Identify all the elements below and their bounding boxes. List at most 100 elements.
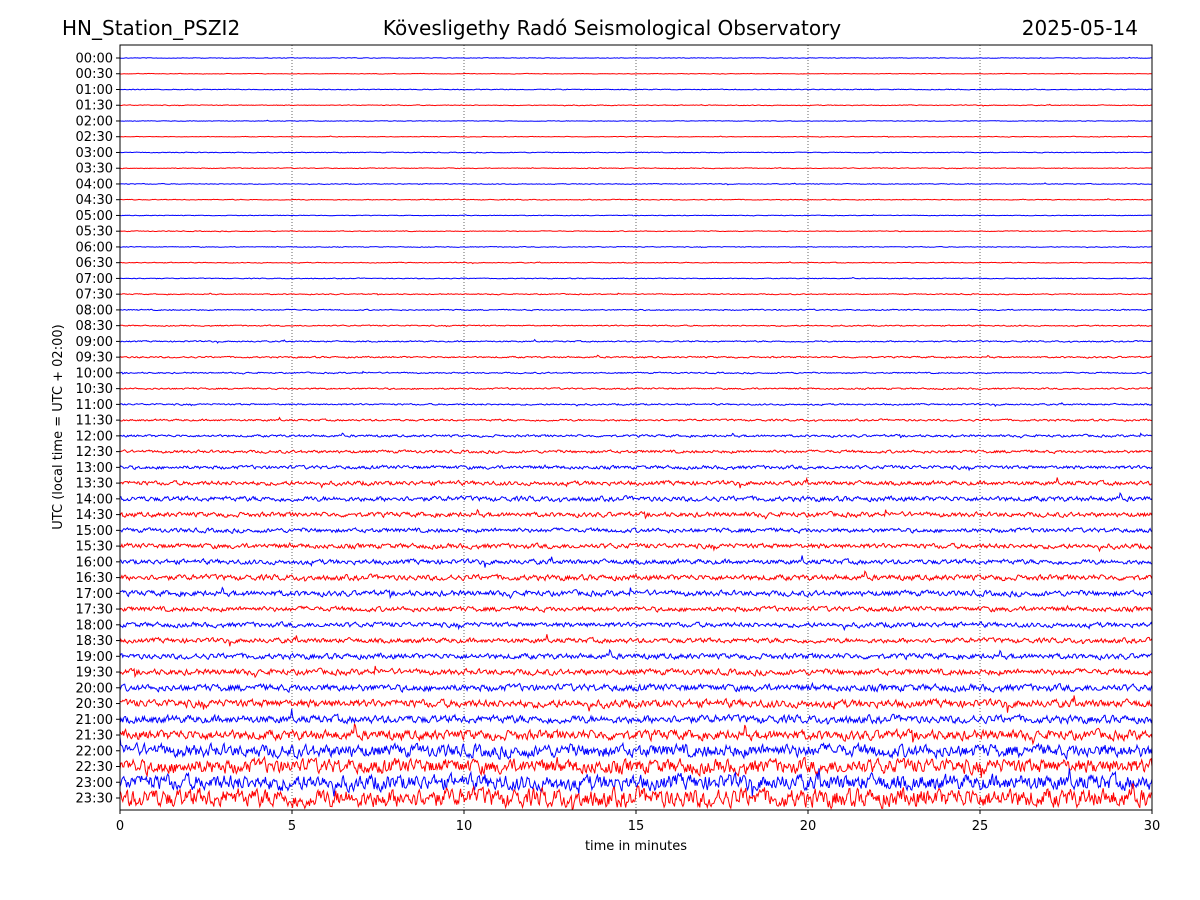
trace-1830 xyxy=(119,634,1153,647)
y-axis-label: UTC (local time = UTC + 02:00) xyxy=(51,324,66,529)
trace-1000 xyxy=(119,370,1153,375)
x-tick-label: 5 xyxy=(288,819,296,834)
y-tick-label: 21:30 xyxy=(76,729,113,744)
trace-0230 xyxy=(119,135,1153,138)
y-tick-label: 18:30 xyxy=(76,634,113,649)
y-tick-label: 16:00 xyxy=(76,555,113,570)
trace-0700 xyxy=(119,276,1153,280)
trace-1300 xyxy=(119,464,1153,472)
trace-1230 xyxy=(119,449,1153,455)
y-tick-label: 17:00 xyxy=(76,587,113,602)
observatory-title: Kövesligethy Radó Seismological Observat… xyxy=(383,16,841,40)
x-axis: 0 5 10 15 20 25 30 xyxy=(116,810,1160,834)
trace-0330 xyxy=(119,167,1152,170)
y-tick-label: 05:00 xyxy=(76,209,113,224)
trace-1030 xyxy=(119,386,1153,391)
y-tick-label: 13:00 xyxy=(76,461,113,476)
y-tick-label: 08:30 xyxy=(76,319,113,334)
trace-2130 xyxy=(119,723,1153,746)
trace-1800 xyxy=(119,621,1153,632)
y-tick-label: 12:30 xyxy=(76,445,113,460)
trace-0930 xyxy=(119,354,1153,359)
trace-0430 xyxy=(119,198,1153,201)
trace-0830 xyxy=(119,324,1153,328)
y-tick-label: 06:00 xyxy=(76,240,113,255)
y-tick-label: 16:30 xyxy=(76,571,113,586)
y-tick-label: 11:00 xyxy=(76,398,113,413)
y-tick-label: 01:00 xyxy=(76,83,113,98)
traces xyxy=(119,56,1153,811)
x-tick-label: 0 xyxy=(116,819,124,834)
x-tick-label: 10 xyxy=(456,819,473,834)
y-tick-label: 07:00 xyxy=(76,272,113,287)
trace-2100 xyxy=(119,709,1153,725)
trace-1400 xyxy=(119,492,1153,503)
y-tick-label: 15:30 xyxy=(76,540,113,555)
trace-0000 xyxy=(119,56,1153,59)
trace-1730 xyxy=(119,604,1153,613)
trace-1430 xyxy=(119,508,1153,520)
y-tick-label: 03:00 xyxy=(76,146,113,161)
trace-1330 xyxy=(119,476,1153,489)
y-tick-label: 00:30 xyxy=(76,67,113,82)
trace-2030 xyxy=(119,695,1153,713)
trace-0530 xyxy=(119,230,1153,233)
y-tick-label: 20:30 xyxy=(76,697,113,712)
trace-0600 xyxy=(119,245,1152,249)
trace-0730 xyxy=(119,292,1153,296)
y-tick-label: 07:30 xyxy=(76,288,113,303)
trace-1630 xyxy=(119,570,1153,582)
y-tick-label: 23:00 xyxy=(76,776,113,791)
trace-1930 xyxy=(119,665,1152,679)
trace-2300 xyxy=(119,768,1153,797)
y-tick-label: 22:00 xyxy=(76,744,113,759)
trace-1530 xyxy=(120,541,1153,553)
y-tick-label: 09:30 xyxy=(76,351,113,366)
y-tick-label: 20:00 xyxy=(76,681,113,696)
y-tick-label: 13:30 xyxy=(76,477,113,492)
trace-0300 xyxy=(119,151,1153,154)
x-axis-label: time in minutes xyxy=(585,839,687,854)
y-tick-label: 09:00 xyxy=(76,335,113,350)
y-tick-label: 00:00 xyxy=(76,52,113,67)
trace-0100 xyxy=(119,88,1153,91)
y-tick-label: 23:30 xyxy=(76,792,113,807)
y-tick-label: 05:30 xyxy=(76,225,113,240)
x-tick-label: 30 xyxy=(1144,819,1161,834)
date-title: 2025-05-14 xyxy=(1022,16,1138,40)
trace-2230 xyxy=(119,755,1153,778)
trace-1600 xyxy=(119,555,1153,568)
trace-0500 xyxy=(119,214,1153,217)
y-tick-label: 10:00 xyxy=(76,366,113,381)
x-tick-label: 15 xyxy=(628,819,645,834)
y-tick-label: 21:00 xyxy=(76,713,113,728)
y-tick-label: 01:30 xyxy=(76,99,113,114)
trace-0800 xyxy=(119,308,1153,312)
trace-0200 xyxy=(119,119,1153,122)
y-tick-label: 04:30 xyxy=(76,193,113,208)
y-tick-label: 03:30 xyxy=(76,162,113,177)
trace-0900 xyxy=(120,338,1152,344)
station-title: HN_Station_PSZI2 xyxy=(62,16,240,40)
trace-2000 xyxy=(119,681,1153,694)
x-tick-label: 25 xyxy=(972,819,989,834)
trace-0400 xyxy=(120,182,1153,186)
y-tick-label: 14:30 xyxy=(76,508,113,523)
y-tick-label: 22:30 xyxy=(76,760,113,775)
y-tick-label: 14:00 xyxy=(76,492,113,507)
grid-lines xyxy=(291,45,981,810)
y-tick-label: 10:30 xyxy=(76,382,113,397)
y-tick-label: 11:30 xyxy=(76,414,113,429)
trace-0630 xyxy=(119,261,1153,265)
trace-0030 xyxy=(119,72,1152,75)
y-tick-label: 19:00 xyxy=(76,650,113,665)
y-tick-label: 02:00 xyxy=(76,114,113,129)
trace-1100 xyxy=(119,401,1153,408)
trace-1200 xyxy=(119,432,1153,439)
y-tick-label: 15:00 xyxy=(76,524,113,539)
trace-1130 xyxy=(119,416,1153,422)
trace-1500 xyxy=(119,526,1153,534)
x-tick-label: 20 xyxy=(800,819,817,834)
y-tick-label: 17:30 xyxy=(76,603,113,618)
